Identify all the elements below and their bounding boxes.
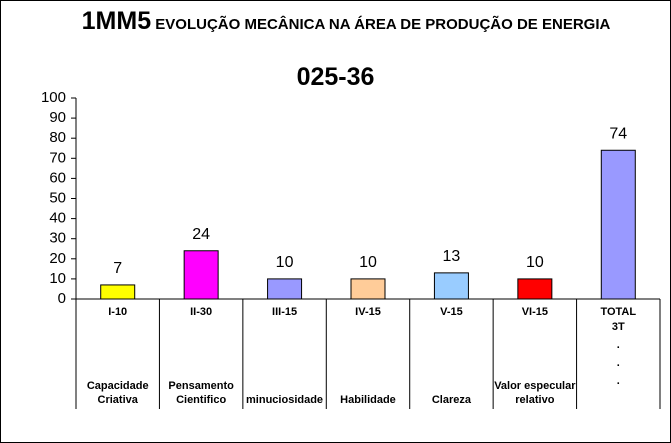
y-tick-label: 100	[41, 89, 66, 106]
category-description: minuciosidade	[246, 394, 324, 406]
category-description: Pensamento Cientifico	[168, 380, 234, 406]
y-tick-label: 70	[49, 149, 66, 166]
y-tick-label: 20	[49, 250, 66, 267]
value-label: 10	[276, 254, 294, 271]
y-tick-label: 80	[49, 129, 66, 146]
x-tick-label: VI-15	[522, 306, 548, 318]
total-note: .	[616, 357, 620, 369]
bar	[350, 278, 386, 300]
x-tick-label: IV-15	[355, 306, 381, 318]
y-tick-label: 50	[49, 189, 66, 206]
chart-title-block: 1MM5 EVOLUÇÃO MECÂNICA NA ÁREA DE PRODUÇ…	[81, 9, 611, 35]
title-code: 1MM5	[81, 7, 152, 35]
category-description: Habilidade	[340, 394, 396, 406]
total-note: .	[616, 375, 620, 387]
value-label: 7	[113, 260, 122, 277]
y-tick-label: 10	[49, 270, 66, 287]
value-label: 13	[443, 248, 461, 265]
y-tick-label: 30	[49, 230, 66, 247]
category-description: Clareza	[431, 394, 471, 406]
x-tick-label: TOTAL	[600, 306, 636, 318]
x-tick-label: I-10	[108, 306, 127, 318]
y-tick-label: 40	[49, 210, 66, 227]
bar	[267, 278, 303, 300]
bar	[433, 272, 469, 300]
chart-subtitle: 025-36	[296, 63, 375, 91]
value-label: 10	[359, 254, 377, 271]
value-label: 10	[526, 254, 544, 271]
chart-title: EVOLUÇÃO MECÂNICA NA ÁREA DE PRODUÇÃO DE…	[155, 16, 611, 33]
bar	[183, 250, 219, 300]
x-tick-label: V-15	[440, 306, 463, 318]
category-description: Capacidade Criativa	[86, 380, 149, 406]
bar	[517, 278, 553, 300]
total-note: .	[616, 339, 620, 351]
bar	[100, 284, 136, 300]
value-label: 74	[609, 125, 627, 142]
y-tick-label: 60	[49, 169, 66, 186]
x-tick-label: II-30	[190, 306, 212, 318]
y-tick-label: 0	[58, 290, 66, 307]
category-description: Valor especular relativo	[494, 380, 576, 406]
y-tick-label: 90	[49, 109, 66, 126]
total-note: 3T	[611, 321, 625, 333]
value-label: 24	[192, 226, 210, 243]
bar	[600, 149, 636, 300]
x-tick-label: III-15	[272, 306, 297, 318]
